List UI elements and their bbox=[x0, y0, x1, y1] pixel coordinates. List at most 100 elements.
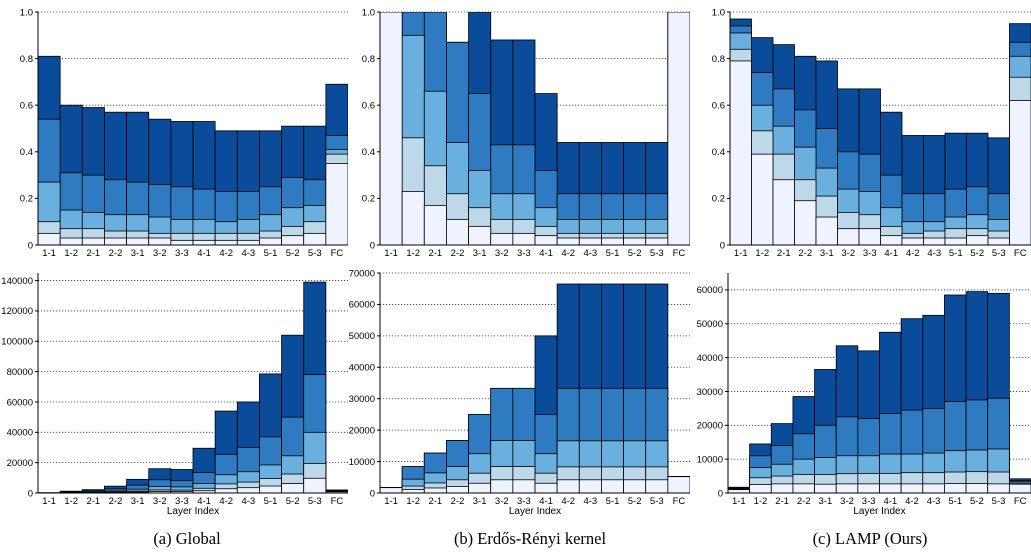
y-tick-label: 40000 bbox=[7, 428, 33, 439]
bar bbox=[512, 232, 536, 245]
y-tick-label: 1.0 bbox=[362, 7, 375, 18]
bar bbox=[645, 479, 669, 493]
x-tick-label: 4-1 bbox=[197, 248, 211, 259]
x-tick-label: 2-1 bbox=[428, 248, 442, 259]
x-tick-label: 5-3 bbox=[308, 496, 322, 507]
y-tick-label: 0.4 bbox=[362, 147, 375, 158]
y-tick-label: 0.8 bbox=[20, 54, 33, 65]
bar bbox=[214, 239, 238, 245]
bar bbox=[987, 483, 1010, 493]
y-tick-label: 60000 bbox=[7, 397, 33, 408]
y-tick-label: 70000 bbox=[349, 268, 375, 279]
bar bbox=[126, 237, 150, 245]
bar bbox=[858, 228, 881, 245]
bar bbox=[837, 228, 860, 245]
y-tick-label: 0 bbox=[370, 240, 375, 251]
y-tick-label: 0 bbox=[28, 240, 33, 251]
bar bbox=[236, 239, 260, 245]
bar bbox=[645, 237, 669, 245]
x-tick-label: 4-1 bbox=[197, 496, 211, 507]
bar bbox=[325, 163, 348, 245]
y-tick-label: 10000 bbox=[349, 457, 375, 468]
x-tick-label: 5-2 bbox=[970, 248, 984, 259]
x-tick-label: 3-2 bbox=[153, 248, 167, 259]
bar bbox=[792, 483, 815, 493]
bar bbox=[512, 479, 536, 493]
bar bbox=[303, 232, 327, 245]
bar bbox=[923, 237, 946, 245]
y-tick-label: 10000 bbox=[697, 454, 723, 465]
bar bbox=[900, 483, 924, 493]
y-tick-label: 0.2 bbox=[362, 194, 375, 205]
y-tick-label: 0.6 bbox=[362, 101, 375, 112]
x-tick-label: 5-1 bbox=[948, 496, 962, 507]
y-tick-label: 60000 bbox=[697, 285, 723, 296]
caption-global: (a) Global bbox=[153, 529, 221, 548]
x-tick-label: 4-3 bbox=[241, 496, 255, 507]
bar bbox=[879, 483, 902, 493]
x-tick-label: 5-1 bbox=[264, 496, 278, 507]
bar bbox=[987, 237, 1010, 245]
bar bbox=[281, 483, 305, 493]
bar bbox=[59, 237, 83, 245]
x-tick-label: 3-2 bbox=[495, 248, 509, 259]
x-tick-label: 1-1 bbox=[42, 496, 56, 507]
bar bbox=[556, 237, 580, 245]
x-tick-label: 5-3 bbox=[650, 496, 664, 507]
bar bbox=[966, 235, 989, 245]
y-tick-label: 0.6 bbox=[712, 101, 725, 112]
x-tick-label: 3-3 bbox=[175, 496, 189, 507]
y-tick-label: 30000 bbox=[349, 394, 375, 405]
bar bbox=[423, 487, 447, 493]
bar bbox=[259, 485, 282, 493]
x-tick-label: 1-1 bbox=[384, 248, 398, 259]
bar bbox=[922, 483, 945, 493]
x-tick-label: 4-3 bbox=[583, 496, 597, 507]
chart-erdos-renyi-fraction: 0 0.2 0.4 0.6 0.8 1.0 1-1 1-2 2-1 2-2 3-1 3-2 3-3 4-1… bbox=[362, 7, 690, 259]
caption-lamp: (c) LAMP (Ours) bbox=[813, 529, 928, 548]
x-tick-label: 5-1 bbox=[264, 248, 278, 259]
bar bbox=[623, 237, 647, 245]
bar bbox=[751, 153, 774, 245]
bar bbox=[944, 483, 967, 493]
bar bbox=[601, 237, 624, 245]
x-tick-label: 1-1 bbox=[384, 496, 398, 507]
bar bbox=[667, 12, 690, 245]
x-tick-label: 3-1 bbox=[131, 248, 145, 259]
bar bbox=[880, 235, 903, 245]
x-tick-label: 1-1 bbox=[734, 248, 748, 259]
y-tick-label: 1.0 bbox=[20, 7, 33, 18]
x-tick-label: 4-2 bbox=[561, 248, 575, 259]
bar bbox=[259, 237, 282, 245]
bar bbox=[534, 235, 558, 245]
bar bbox=[401, 489, 425, 493]
y-tick-label: 50000 bbox=[697, 319, 723, 330]
x-tick-label: 5-1 bbox=[606, 248, 620, 259]
x-tick-label: FC bbox=[673, 248, 686, 259]
bar bbox=[38, 232, 61, 245]
chart-lamp-count: 0 10000 20000 30000 40000 50000 60000 1-1 1-2 2-1… bbox=[697, 273, 1031, 517]
x-tick-label: 1-2 bbox=[755, 248, 769, 259]
x-tick-label: 3-2 bbox=[841, 248, 855, 259]
y-tick-label: 40000 bbox=[697, 353, 723, 364]
x-tick-label: FC bbox=[1014, 496, 1027, 507]
x-tick-label: 4-3 bbox=[583, 248, 597, 259]
x-tick-label: 5-2 bbox=[970, 496, 984, 507]
x-tick-label: 5-3 bbox=[992, 248, 1006, 259]
x-tick-label: 5-1 bbox=[949, 248, 963, 259]
bar bbox=[192, 239, 216, 245]
bar bbox=[104, 237, 127, 245]
y-tick-label: 0 bbox=[718, 488, 723, 499]
x-tick-label: 5-2 bbox=[628, 496, 642, 507]
y-tick-label: 0.6 bbox=[20, 101, 33, 112]
x-tick-label: FC bbox=[673, 496, 686, 507]
x-tick-label: 3-1 bbox=[131, 496, 145, 507]
bar bbox=[446, 218, 469, 245]
bar bbox=[423, 204, 447, 245]
y-tick-label: 100000 bbox=[1, 337, 33, 348]
x-tick-label: 1-1 bbox=[42, 248, 56, 259]
bar bbox=[944, 237, 967, 245]
x-tick-label: 1-2 bbox=[64, 248, 78, 259]
y-tick-label: 0.2 bbox=[712, 194, 725, 205]
